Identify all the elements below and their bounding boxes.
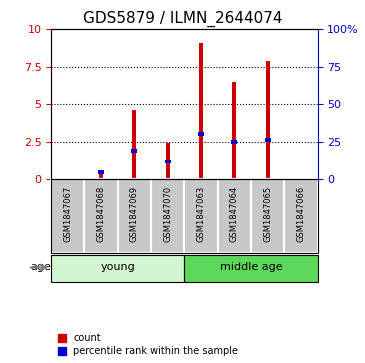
Text: GSM1847066: GSM1847066 [296, 185, 306, 242]
Text: middle age: middle age [220, 262, 282, 273]
Bar [131, 149, 137, 153]
Text: GSM1847069: GSM1847069 [130, 185, 139, 241]
Bar [84, 179, 118, 253]
Text: GSM1847064: GSM1847064 [230, 185, 239, 241]
Text: GSM1847070: GSM1847070 [163, 185, 172, 241]
Bar [218, 179, 251, 253]
Text: GSM1847065: GSM1847065 [263, 185, 272, 241]
Bar [99, 171, 103, 179]
Text: young: young [100, 262, 135, 273]
Bar [51, 179, 84, 253]
Text: GDS5879 / ILMN_2644074: GDS5879 / ILMN_2644074 [83, 11, 282, 27]
Bar [284, 179, 318, 253]
Bar [184, 179, 218, 253]
Bar [198, 132, 204, 136]
Text: age: age [30, 262, 51, 273]
Bar [265, 139, 270, 142]
Bar [118, 179, 151, 253]
Bar [166, 143, 170, 179]
Bar [266, 61, 270, 179]
Text: GSM1847063: GSM1847063 [196, 185, 205, 242]
Bar [184, 254, 318, 282]
Bar [251, 179, 284, 253]
Bar [231, 140, 237, 144]
Bar [132, 110, 137, 179]
Bar [151, 179, 184, 253]
Text: GSM1847068: GSM1847068 [97, 185, 105, 242]
Bar [232, 82, 236, 179]
Bar [51, 254, 184, 282]
Bar [199, 42, 203, 179]
Text: GSM1847067: GSM1847067 [63, 185, 72, 242]
Legend: count, percentile rank within the sample: count, percentile rank within the sample [56, 331, 241, 358]
Bar [165, 160, 171, 163]
Bar [98, 170, 104, 174]
